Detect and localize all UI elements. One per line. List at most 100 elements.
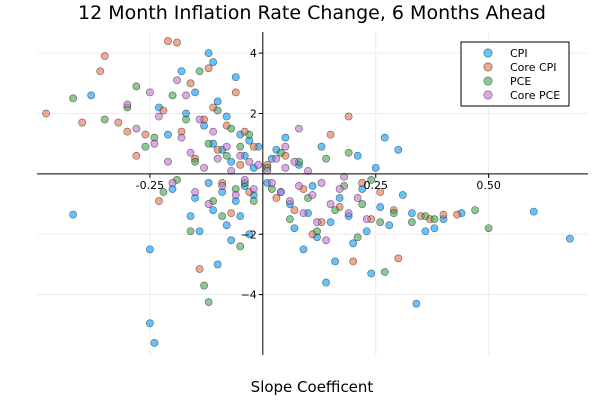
data-point	[358, 200, 367, 208]
data-point	[227, 157, 236, 166]
data-point	[439, 210, 448, 219]
data-point	[222, 151, 231, 160]
data-point	[87, 91, 96, 100]
y-tick-label: −2	[241, 228, 257, 241]
data-point	[376, 218, 385, 227]
data-point	[218, 212, 227, 221]
data-point	[213, 145, 222, 154]
data-point	[69, 94, 78, 103]
data-point	[313, 227, 321, 236]
data-point	[245, 130, 254, 139]
data-point	[272, 154, 281, 163]
data-point	[249, 197, 258, 205]
data-point	[132, 82, 141, 91]
data-point	[114, 118, 123, 127]
data-point	[195, 67, 204, 76]
data-point	[398, 191, 407, 199]
legend-marker	[483, 76, 493, 86]
data-point	[295, 124, 303, 133]
data-point	[353, 233, 362, 242]
data-point	[146, 245, 154, 254]
data-point	[245, 230, 254, 239]
legend-label: Core PCE	[510, 89, 560, 102]
data-point	[430, 215, 439, 224]
data-point	[123, 100, 132, 109]
data-point	[150, 139, 159, 148]
data-point	[380, 133, 389, 142]
data-point	[141, 142, 150, 151]
data-point	[209, 58, 218, 67]
data-point	[204, 298, 213, 307]
data-point	[227, 236, 236, 245]
data-point	[281, 142, 290, 151]
data-point	[177, 133, 186, 142]
data-point	[286, 215, 294, 224]
data-point	[218, 182, 227, 190]
data-point	[204, 64, 213, 73]
data-point	[344, 148, 353, 157]
data-point	[322, 154, 330, 163]
y-tick-label: 2	[250, 108, 257, 121]
data-point	[281, 163, 290, 172]
data-point	[326, 200, 335, 208]
data-point	[471, 206, 479, 215]
x-tick-label: 0.50	[476, 179, 501, 192]
legend-label: CPI	[510, 47, 528, 60]
x-tick-label: -0.25	[136, 179, 164, 192]
data-point	[331, 257, 339, 266]
data-point	[290, 157, 299, 166]
data-point	[132, 151, 141, 160]
data-point	[195, 115, 204, 124]
data-point	[344, 209, 353, 218]
data-point	[177, 67, 186, 76]
data-point	[159, 106, 168, 115]
data-point	[484, 224, 493, 233]
data-point	[204, 179, 213, 187]
data-point	[231, 88, 240, 97]
data-point	[186, 227, 195, 236]
data-point	[231, 191, 240, 199]
data-point	[213, 106, 222, 115]
data-point	[195, 227, 204, 236]
data-point	[100, 52, 109, 61]
data-point	[245, 157, 254, 166]
data-point	[453, 210, 461, 219]
data-point	[421, 212, 430, 221]
data-point	[367, 176, 376, 184]
data-point	[186, 148, 195, 157]
data-point	[335, 194, 344, 202]
data-point	[295, 182, 303, 190]
chart-title: 12 Month Inflation Rate Change, 6 Months…	[78, 2, 546, 24]
data-point	[182, 91, 190, 100]
data-point	[362, 227, 371, 236]
data-point	[290, 206, 299, 215]
data-point	[191, 188, 199, 196]
series-core-pce	[123, 76, 371, 245]
data-point	[389, 209, 398, 218]
data-point	[367, 269, 376, 278]
data-point	[276, 188, 285, 196]
data-point	[385, 221, 394, 230]
data-point	[200, 281, 209, 290]
data-point	[308, 182, 317, 190]
legend-label: Core CPI	[510, 61, 557, 74]
data-point	[69, 210, 78, 219]
data-point	[358, 179, 367, 187]
legend-label: PCE	[510, 75, 531, 88]
data-points	[42, 37, 574, 347]
data-point	[430, 224, 439, 233]
data-point	[186, 79, 195, 88]
data-point	[421, 227, 430, 236]
data-point	[322, 278, 330, 287]
data-point	[376, 188, 385, 196]
data-point	[349, 257, 358, 266]
data-point	[236, 212, 245, 221]
x-tick-label: 0.25	[363, 179, 388, 192]
data-point	[407, 218, 416, 227]
y-tick-label: 4	[250, 47, 257, 60]
data-point	[204, 139, 213, 148]
data-point	[222, 112, 231, 121]
data-point	[326, 218, 335, 227]
data-point	[407, 209, 416, 218]
